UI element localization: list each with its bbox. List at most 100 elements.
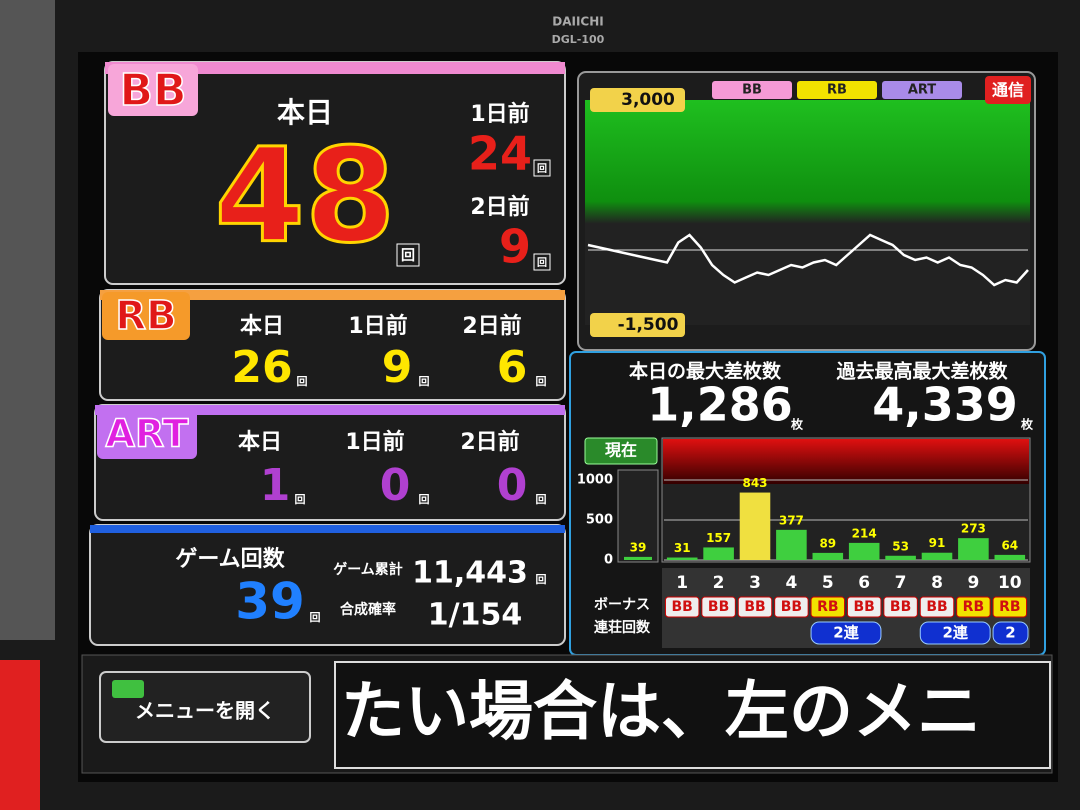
art-prev1: 0 <box>380 460 411 511</box>
record-max-label: 過去最高最大差枚数 <box>836 360 1008 383</box>
bar-label: 377 <box>779 513 804 527</box>
games-panel: ゲーム回数 39 回 ゲーム累計 11,443 回 合成確率 1/154 <box>89 524 566 646</box>
row-label: ボーナス <box>594 597 650 613</box>
bonus-type: BB <box>890 599 911 615</box>
bar-label: 91 <box>929 536 946 550</box>
bonus-type: RB <box>963 599 984 615</box>
category-label: 8 <box>931 573 943 593</box>
y-tick-label: 1000 <box>577 473 613 488</box>
menu-button[interactable] <box>99 671 311 743</box>
bar-label: 64 <box>1001 538 1018 552</box>
bb-today-label: 本日 <box>277 96 333 129</box>
bonus-type: RB <box>999 599 1020 615</box>
bar-label: 157 <box>706 531 731 545</box>
chain-label: 2 <box>1005 624 1015 642</box>
bonus-chip <box>737 596 773 618</box>
bonus-chip <box>956 596 991 618</box>
bb-label: BB <box>119 65 186 116</box>
chain-label: 2連 <box>942 624 968 642</box>
bar-label: 273 <box>961 522 986 536</box>
bar <box>958 538 989 560</box>
comm-label[interactable]: 通信 <box>992 81 1024 100</box>
bar <box>776 529 807 560</box>
bb-prev1: 24 <box>468 127 532 181</box>
rb-panel: RB 本日 1日前 2日前 26 9 6 回 回 回 <box>99 289 566 401</box>
games-rate-label: 合成確率 <box>340 601 396 618</box>
tick-tab <box>590 313 685 337</box>
bar <box>848 542 880 560</box>
marker-label: ART <box>908 83 936 98</box>
bonus-type: BB <box>926 599 947 615</box>
bonus-chip <box>810 596 846 618</box>
unit: 回 <box>310 610 321 624</box>
bonus-chip <box>846 596 882 618</box>
games-label: ゲーム回数 <box>175 546 285 572</box>
bar <box>739 492 771 560</box>
bb-prev2: 9 <box>499 220 531 274</box>
marker-chip <box>882 81 962 99</box>
unit: 回 <box>419 374 430 388</box>
art-prev2: 0 <box>497 460 528 511</box>
unit: 枚 <box>1021 417 1034 432</box>
bb-prev1-label: 1日前 <box>470 101 529 127</box>
today-max: 1,286 <box>647 378 793 432</box>
rb-prev1: 9 <box>382 342 413 393</box>
bar <box>994 554 1026 560</box>
slump-panel: 通信 3,000 -1,500 BB RB ART <box>577 71 1036 351</box>
bar-label: 31 <box>674 541 691 555</box>
rb-prev2: 6 <box>497 342 528 393</box>
unit: 回 <box>401 248 415 264</box>
art-prev1-label: 1日前 <box>345 429 404 455</box>
menu-label[interactable]: メニューを開く <box>135 699 275 723</box>
art-today: 1 <box>260 460 291 511</box>
ticker-clip: たい場合は、左のメニ <box>341 676 981 750</box>
unit: 回 <box>295 492 306 506</box>
marker-label: BB <box>742 83 762 98</box>
unit: 回 <box>536 492 547 506</box>
bb-panel: BB 本日 48 回 1日前 24 回 2日前 9 回 <box>104 61 566 285</box>
rb-today: 26 <box>231 342 292 393</box>
unit: 回 <box>536 572 547 586</box>
maxdiff-panel: 本日の最大差枚数 1,286 枚 過去最高最大差枚数 4,339 枚 0 500 1… <box>569 351 1046 656</box>
comm-button[interactable] <box>985 76 1031 104</box>
current-label: 現在 <box>605 441 637 460</box>
chain-pill <box>810 621 882 645</box>
bottom-bar: メニューを開く たい場合は、左のメニ <box>81 654 1053 774</box>
tick-tab <box>590 88 685 112</box>
category-label: 5 <box>822 573 834 593</box>
bonus-type: BB <box>781 599 802 615</box>
rb-prev1-label: 1日前 <box>348 313 407 339</box>
category-label: 1 <box>676 573 688 593</box>
category-label: 3 <box>749 573 761 593</box>
bar-label: 214 <box>852 526 877 540</box>
bonus-type: BB <box>854 599 875 615</box>
art-today-label: 本日 <box>238 430 282 455</box>
art-panel: ART 本日 1日前 2日前 1 0 0 回 回 回 <box>94 404 566 521</box>
bonus-chip <box>774 596 809 618</box>
bonus-type: RB <box>817 599 838 615</box>
chain-pill <box>919 621 991 645</box>
unit: 回 <box>536 374 547 388</box>
bar-label: 843 <box>742 476 767 490</box>
category-label: 6 <box>858 573 870 593</box>
rb-prev2-label: 2日前 <box>462 313 521 339</box>
bonus-chip <box>883 596 918 618</box>
record-max: 4,339 <box>872 378 1018 432</box>
unit: 回 <box>537 163 547 175</box>
bonus-chip <box>992 596 1028 618</box>
category-label: 2 <box>713 573 725 593</box>
games-rate: 1/154 <box>428 598 522 633</box>
row-label: 連荘回数 <box>594 619 651 636</box>
bonus-type: BB <box>744 599 765 615</box>
current-bar <box>624 556 652 560</box>
unit: 回 <box>297 374 308 388</box>
games-value: 39 <box>235 573 305 631</box>
category-label: 7 <box>895 573 907 593</box>
category-label: 4 <box>785 573 797 593</box>
bb-prev2-label: 2日前 <box>470 194 529 220</box>
bonus-chip <box>919 596 955 618</box>
bar <box>921 552 953 560</box>
marker-label: RB <box>827 83 847 98</box>
bar-label: 53 <box>892 539 909 553</box>
